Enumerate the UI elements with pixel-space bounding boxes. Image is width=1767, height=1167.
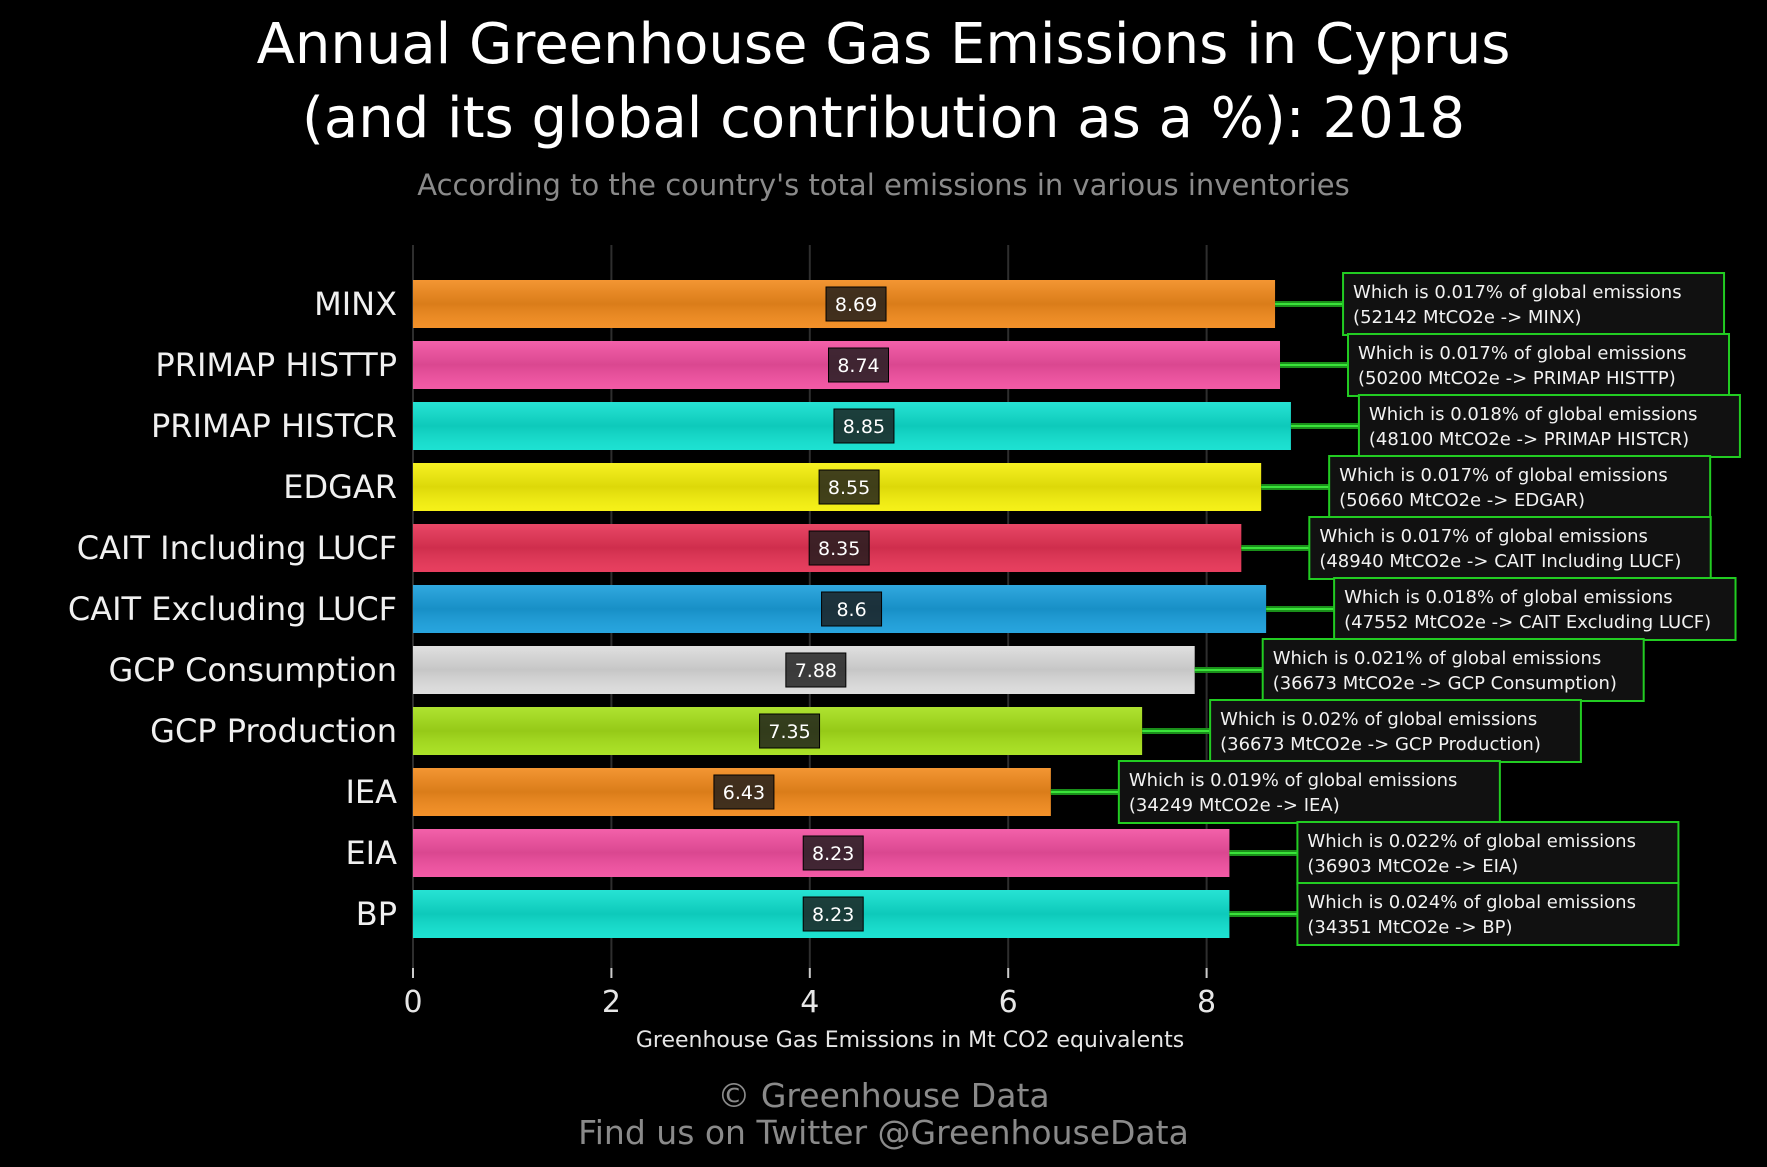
annotation-line2: (47552 MtCO2e -> CAIT Excluding LUCF) — [1344, 612, 1711, 633]
value-label: 7.88 — [795, 660, 837, 682]
category-label: BP — [356, 895, 397, 933]
category-label: MINX — [314, 285, 397, 323]
annotation-line1: Which is 0.021% of global emissions — [1273, 648, 1602, 669]
annotation-line1: Which is 0.018% of global emissions — [1369, 404, 1698, 425]
category-label: PRIMAP HISTCR — [151, 407, 397, 445]
value-label: 6.43 — [723, 782, 765, 804]
value-label-box — [802, 835, 864, 871]
category-label: GCP Production — [150, 712, 397, 750]
credit-line-2: Find us on Twitter @GreenhouseData — [578, 1113, 1189, 1152]
chart-subtitle: According to the country's total emissio… — [417, 168, 1350, 202]
value-label-box — [833, 408, 895, 444]
x-tick-label: 6 — [999, 985, 1018, 1020]
annotation-line1: Which is 0.017% of global emissions — [1358, 343, 1687, 364]
annotation-box — [1209, 699, 1582, 763]
category-label: CAIT Excluding LUCF — [68, 590, 397, 628]
annotation-line1: Which is 0.017% of global emissions — [1353, 282, 1682, 303]
annotation-line1: Which is 0.022% of global emissions — [1307, 831, 1636, 852]
annotation-line2: (34351 MtCO2e -> BP) — [1307, 917, 1512, 938]
annotation-line2: (48100 MtCO2e -> PRIMAP HISTCR) — [1369, 429, 1689, 450]
annotation-box — [1328, 455, 1712, 519]
value-label-box — [828, 347, 890, 383]
category-label: CAIT Including LUCF — [77, 529, 397, 567]
value-label-box — [802, 896, 864, 932]
value-label: 7.35 — [768, 721, 810, 743]
annotation-line2: (34249 MtCO2e -> IEA) — [1129, 795, 1340, 816]
value-label-box — [713, 774, 775, 810]
value-label: 8.55 — [828, 477, 870, 499]
annotation-line1: Which is 0.018% of global emissions — [1344, 587, 1673, 608]
annotation-box — [1308, 516, 1712, 580]
x-tick-label: 4 — [800, 985, 819, 1020]
annotation-box — [1296, 882, 1680, 946]
annotation-line2: (48940 MtCO2e -> CAIT Including LUCF) — [1319, 551, 1681, 572]
annotation-line2: (36673 MtCO2e -> GCP Production) — [1220, 734, 1541, 755]
x-axis-label: Greenhouse Gas Emissions in Mt CO2 equiv… — [636, 1028, 1184, 1053]
value-label-box — [785, 652, 847, 688]
category-labels: MINX PRIMAP HISTTP PRIMAP HISTCR EDGAR CAIT … — [68, 285, 397, 933]
category-label: PRIMAP HISTTP — [155, 346, 397, 384]
annotation-line2: (36903 MtCO2e -> EIA) — [1307, 856, 1518, 877]
credit-line-1: © Greenhouse Data — [717, 1076, 1050, 1115]
x-tick-label: 2 — [602, 985, 621, 1020]
category-label: GCP Consumption — [108, 651, 397, 689]
value-label: 8.23 — [812, 843, 854, 865]
annotation-box — [1261, 638, 1645, 702]
chart-title-line2: (and its global contribution as a %): 20… — [302, 86, 1465, 151]
value-label-box — [759, 713, 821, 749]
annotations: Which is 0.017% of global emissions (5214… — [1050, 272, 1741, 946]
x-tick-label: 0 — [403, 985, 422, 1020]
annotation-line1: Which is 0.017% of global emissions — [1319, 526, 1648, 547]
annotation-box — [1296, 821, 1680, 885]
x-tick-label: 8 — [1197, 985, 1216, 1020]
annotation-line1: Which is 0.017% of global emissions — [1339, 465, 1668, 486]
value-label-box — [808, 530, 870, 566]
value-label: 8.6 — [836, 599, 866, 621]
bars: 8.69 8.74 8.85 8.55 8.35 8.6 7.88 7.35 6.43 8.23 8… — [413, 280, 1291, 938]
annotation-line2: (52142 MtCO2e -> MINX) — [1353, 307, 1582, 328]
value-label-box — [821, 591, 883, 627]
category-label: EIA — [345, 834, 397, 872]
value-label: 8.23 — [812, 904, 854, 926]
annotation-line2: (50200 MtCO2e -> PRIMAP HISTTP) — [1358, 368, 1676, 389]
value-label-box — [825, 286, 887, 322]
annotation-line1: Which is 0.02% of global emissions — [1220, 709, 1537, 730]
annotation-line2: (36673 MtCO2e -> GCP Consumption) — [1273, 673, 1617, 694]
annotation-line2: (50660 MtCO2e -> EDGAR) — [1339, 490, 1585, 511]
value-label: 8.69 — [835, 294, 877, 316]
annotation-box — [1357, 394, 1741, 458]
annotation-line1: Which is 0.024% of global emissions — [1307, 892, 1636, 913]
chart-title-line1: Annual Greenhouse Gas Emissions in Cypru… — [256, 12, 1511, 77]
value-label: 8.74 — [837, 355, 879, 377]
x-axis: 0 2 4 6 8 — [403, 968, 1216, 1020]
category-label: IEA — [345, 773, 397, 811]
value-label: 8.35 — [818, 538, 860, 560]
value-label: 8.85 — [843, 416, 885, 438]
value-label-box — [818, 469, 880, 505]
chart-title: Annual Greenhouse Gas Emissions in Cypru… — [0, 8, 1767, 156]
category-label: EDGAR — [283, 468, 397, 506]
annotation-box — [1117, 760, 1501, 824]
annotation-line1: Which is 0.019% of global emissions — [1129, 770, 1458, 791]
